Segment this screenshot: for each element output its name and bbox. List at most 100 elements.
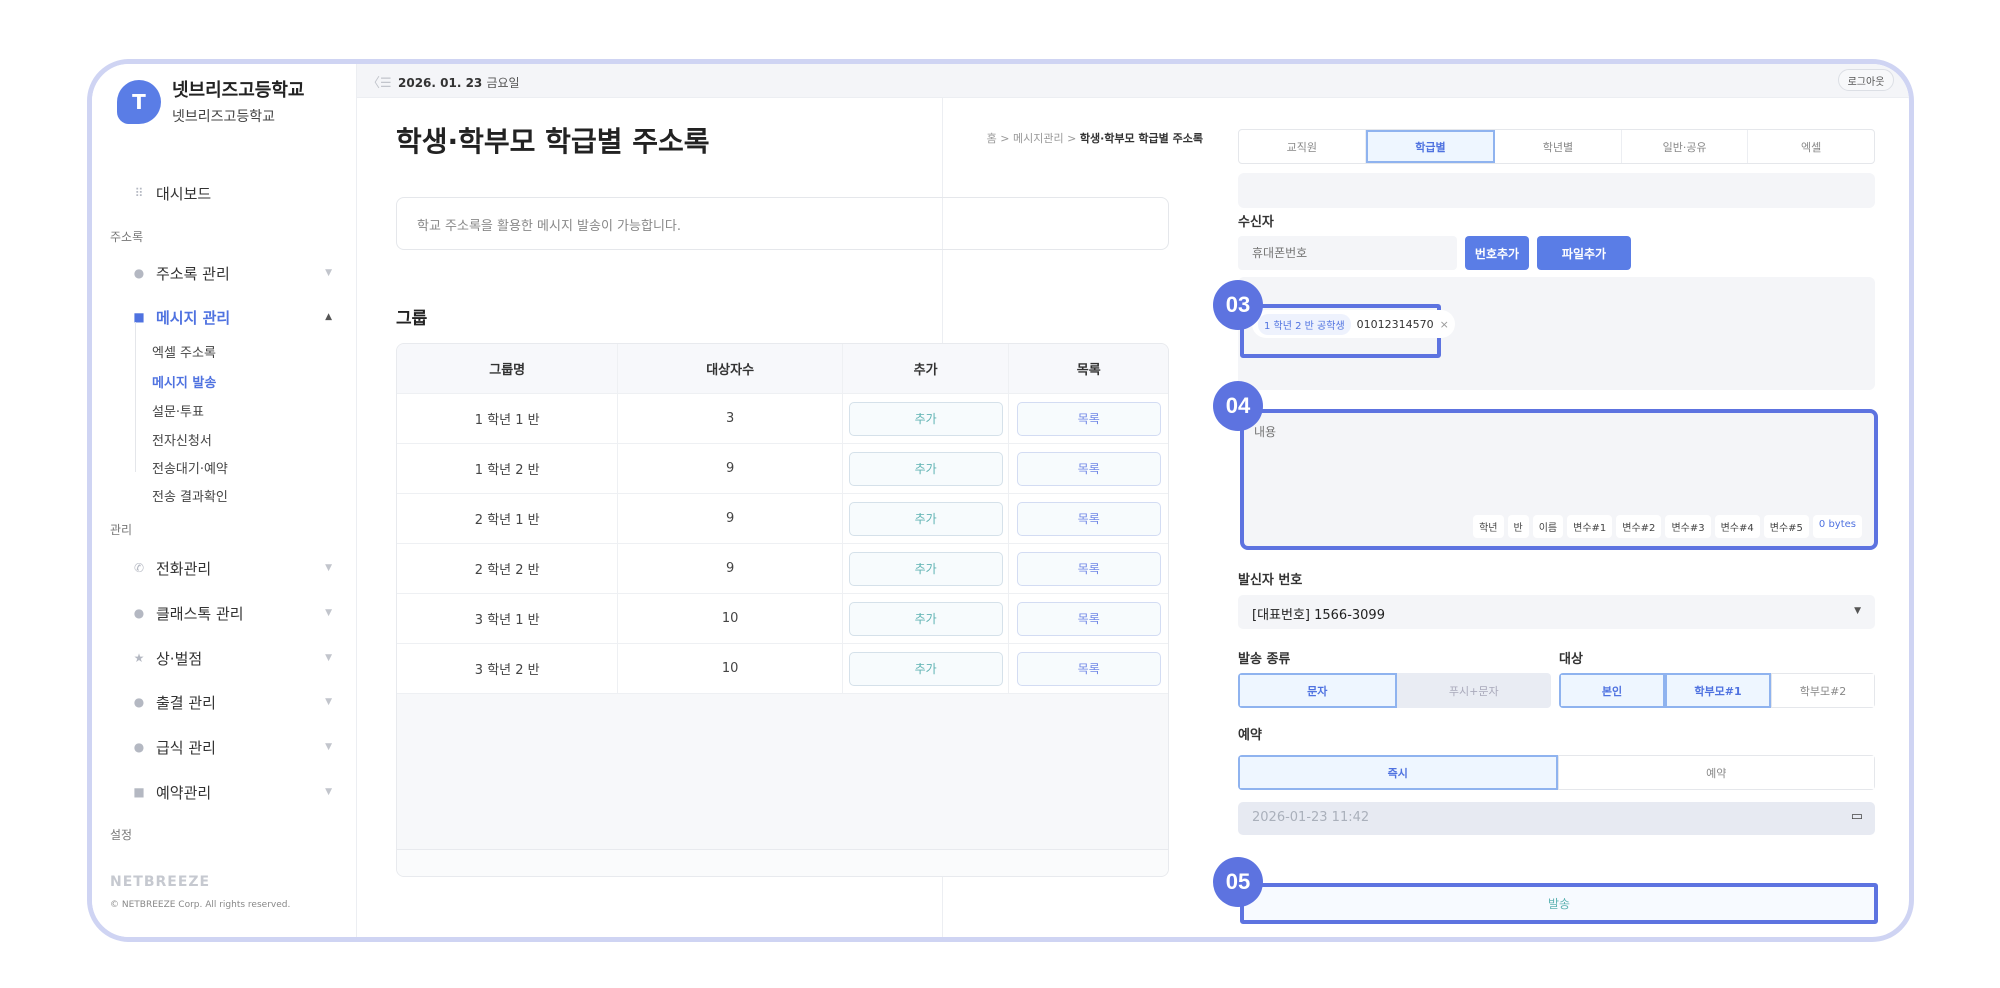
copyright: © NETBREEZE Corp. All rights reserved. <box>110 900 291 910</box>
add-cell: 추가 <box>843 594 1010 643</box>
group-name: 3 학년 2 반 <box>397 644 619 693</box>
var-class[interactable]: 반 <box>1507 515 1529 538</box>
chevron-down-icon: ▼ <box>325 787 332 797</box>
view-list-button[interactable]: 목록 <box>1016 601 1161 636</box>
member-count: 9 <box>618 494 843 543</box>
classtalk-icon: ● <box>133 606 145 620</box>
add-group-button[interactable]: 추가 <box>848 501 1003 536</box>
var-5[interactable]: 변수#5 <box>1763 515 1809 538</box>
calendar-icon[interactable]: ▭ <box>1850 809 1863 824</box>
tab-grade[interactable]: 학년별 <box>1495 130 1622 163</box>
label: 상·벌점 <box>156 649 203 668</box>
content-textarea[interactable] <box>1254 423 1854 493</box>
target-parent-2[interactable]: 학부모#2 <box>1771 673 1875 708</box>
chip-number: 01012314570 <box>1356 317 1434 331</box>
submenu-survey[interactable]: 설문·투표 <box>152 405 204 420</box>
header-add: 추가 <box>843 344 1010 393</box>
view-list-button[interactable]: 목록 <box>1016 651 1161 686</box>
tab-staff[interactable]: 교직원 <box>1239 130 1366 163</box>
tab-shared[interactable]: 일반·공유 <box>1622 130 1749 163</box>
chevron-down-icon: ▼ <box>325 268 332 278</box>
target-self[interactable]: 본인 <box>1559 673 1665 708</box>
list-cell: 목록 <box>1009 644 1168 693</box>
section-manage: 관리 <box>110 523 133 537</box>
target-label: 대상 <box>1559 652 1583 667</box>
add-group-button[interactable]: 추가 <box>848 451 1003 486</box>
submenu-excel[interactable]: 엑셀 주소록 <box>152 346 216 361</box>
message-content: 학년 반 이름 변수#1 변수#2 변수#3 변수#4 변수#5 0 bytes <box>1240 409 1878 550</box>
submenu-send-message[interactable]: 메시지 발송 <box>152 376 217 391</box>
sidebar-item-meal[interactable]: ● 급식 관리 ▼ <box>132 734 332 760</box>
sender-select[interactable]: [대표번호] 1566-3099 ▼ <box>1238 595 1875 629</box>
var-grade[interactable]: 학년 <box>1473 515 1504 538</box>
label: 주소록 관리 <box>156 264 230 283</box>
netbreeze-logo: NETBREEZE <box>110 874 211 890</box>
breadcrumb: 홈 > 메시지관리 > 학생·학부모 학급별 주소록 <box>986 132 1203 145</box>
group-heading: 그룹 <box>396 309 428 329</box>
reserve-now[interactable]: 즉시 <box>1238 755 1558 790</box>
send-type-push-sms[interactable]: 푸시+문자 <box>1396 673 1551 708</box>
group-table: 그룹명 대상자수 추가 목록 1 학년 1 반 3 추가 목록 1 학년 2 반 … <box>396 343 1169 877</box>
member-count: 9 <box>618 444 843 493</box>
chevron-down-icon: ▼ <box>325 608 332 618</box>
close-icon[interactable]: × <box>1439 317 1449 331</box>
member-count: 10 <box>618 594 843 643</box>
submenu-results[interactable]: 전송 결과확인 <box>152 490 228 505</box>
collapse-menu-icon[interactable]: 〈☰ <box>367 76 392 91</box>
view-list-button[interactable]: 목록 <box>1016 451 1161 486</box>
table-header: 그룹명 대상자수 추가 목록 <box>397 344 1168 394</box>
var-2[interactable]: 변수#2 <box>1616 515 1662 538</box>
add-group-button[interactable]: 추가 <box>848 601 1003 636</box>
caret-down-icon: ▼ <box>1854 606 1861 616</box>
add-file-button[interactable]: 파일추가 <box>1537 236 1631 270</box>
view-list-button[interactable]: 목록 <box>1016 501 1161 536</box>
target-toggle: 본인 학부모#1 학부모#2 <box>1559 673 1875 708</box>
submenu-e-form[interactable]: 전자신청서 <box>152 434 212 449</box>
sidebar-item-dashboard[interactable]: ⠿ 대시보드 <box>132 180 332 206</box>
submenu-line <box>135 322 136 472</box>
tab-excel[interactable]: 엑셀 <box>1801 140 1822 154</box>
sidebar-item-message-mgmt[interactable]: ■ 메시지 관리 ▲ <box>132 304 332 330</box>
phone-input[interactable] <box>1238 236 1457 270</box>
chip-tag: 1 학년 2 반 공학생 <box>1258 313 1351 335</box>
sidebar-item-reservation[interactable]: ■ 예약관리 ▼ <box>132 779 332 805</box>
page-title: 학생·학부모 학급별 주소록 <box>396 125 710 158</box>
app-frame: T 넷브리즈고등학교 넷브리즈고등학교 ⠿ 대시보드 주소록 ● 주소록 관리 ▼ ■… <box>87 59 1914 942</box>
breadcrumb-home[interactable]: 홈 <box>986 132 997 145</box>
tab-content-area <box>1238 173 1875 208</box>
label: 출결 관리 <box>156 693 216 712</box>
section-settings: 설정 <box>110 828 133 842</box>
school-name: 넷브리즈고등학교 <box>172 80 305 101</box>
add-group-button[interactable]: 추가 <box>848 651 1003 686</box>
var-1[interactable]: 변수#1 <box>1567 515 1613 538</box>
view-list-button[interactable]: 목록 <box>1016 401 1161 436</box>
add-group-button[interactable]: 추가 <box>848 551 1003 586</box>
submenu-reserved[interactable]: 전송대기·예약 <box>152 462 228 477</box>
tab-class[interactable]: 학급별 <box>1365 130 1496 163</box>
sidebar-item-merit[interactable]: ★ 상·벌점 ▼ <box>132 645 332 671</box>
send-type-sms[interactable]: 문자 <box>1238 673 1397 708</box>
var-4[interactable]: 변수#4 <box>1714 515 1760 538</box>
school-subtitle: 넷브리즈고등학교 <box>172 109 276 125</box>
sidebar-item-attendance[interactable]: ● 출결 관리 ▼ <box>132 689 332 715</box>
reserve-later[interactable]: 예약 <box>1557 755 1875 790</box>
send-button[interactable]: 발송 <box>1240 883 1878 924</box>
sidebar-item-phone[interactable]: ✆ 전화관리 ▼ <box>132 555 332 581</box>
breadcrumb-message[interactable]: 메시지관리 <box>1013 132 1064 145</box>
table-row: 2 학년 1 반 9 추가 목록 <box>397 494 1168 544</box>
chevron-down-icon: ▼ <box>325 653 332 663</box>
sidebar-item-classtalk[interactable]: ● 클래스톡 관리 ▼ <box>132 600 332 626</box>
sidebar-item-address-mgmt[interactable]: ● 주소록 관리 ▼ <box>132 260 332 286</box>
group-name: 2 학년 1 반 <box>397 494 619 543</box>
var-3[interactable]: 변수#3 <box>1665 515 1711 538</box>
member-count: 9 <box>618 544 843 593</box>
add-group-button[interactable]: 추가 <box>848 401 1003 436</box>
logout-button[interactable]: 로그아웃 <box>1838 69 1894 91</box>
target-parent-1[interactable]: 학부모#1 <box>1665 673 1771 708</box>
datetime-input[interactable]: 2026-01-23 11:42 ▭ <box>1238 802 1875 835</box>
var-name[interactable]: 이름 <box>1532 515 1564 538</box>
label: 클래스톡 관리 <box>156 604 244 623</box>
view-list-button[interactable]: 목록 <box>1016 551 1161 586</box>
add-number-button[interactable]: 번호추가 <box>1465 236 1529 270</box>
label: 메시지 관리 <box>156 308 231 327</box>
